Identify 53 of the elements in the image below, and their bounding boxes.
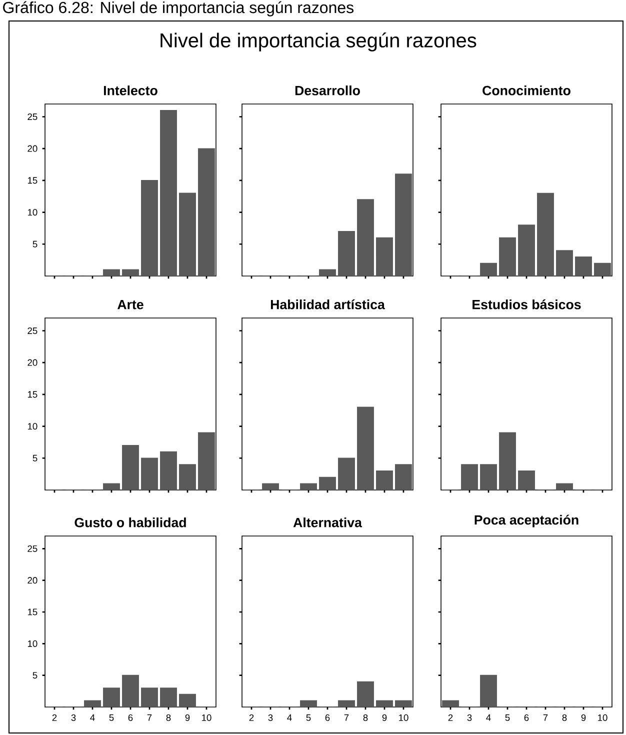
x-tick-label: 5: [109, 714, 114, 721]
x-tick-label: 3: [467, 714, 472, 721]
x-tick-label: 7: [147, 714, 152, 721]
x-tick-label: 9: [382, 714, 387, 721]
x-tick-label: 8: [166, 714, 171, 721]
x-tick-label: 2: [52, 714, 57, 721]
chart-title: Desarrollo: [295, 85, 360, 96]
x-tick-label: 6: [325, 714, 330, 721]
x-tick-label: 2: [249, 714, 254, 721]
x-tick-label: 4: [90, 714, 95, 721]
x-tick-label: 4: [486, 714, 491, 721]
chart-title: Gusto o habilidad: [74, 517, 186, 528]
text: Gráfico 6.28: Nivel de importancia según razones: [3, 1, 354, 16]
y-tick-label: 25: [28, 545, 38, 552]
chart-title: Intelecto: [104, 85, 158, 96]
x-tick-label: 10: [202, 714, 212, 721]
x-tick-label: 5: [306, 714, 311, 721]
y-tick-label: 10: [28, 209, 38, 216]
y-tick-label: 20: [28, 577, 38, 584]
x-tick-label: 3: [71, 714, 76, 721]
x-tick-label: 3: [268, 714, 273, 721]
x-tick-label: 10: [598, 714, 608, 721]
y-tick-label: 25: [28, 327, 38, 334]
x-tick-label: 9: [581, 714, 586, 721]
x-tick-label: 2: [448, 714, 453, 721]
y-tick-label: 10: [28, 423, 38, 430]
y-tick-label: 10: [28, 640, 38, 647]
y-tick-label: 20: [28, 145, 38, 152]
x-tick-label: 8: [562, 714, 567, 721]
y-tick-label: 5: [32, 672, 38, 679]
chart-title: Poca aceptación: [474, 514, 578, 528]
chart-title: Habilidad artística: [270, 299, 385, 310]
x-tick-label: 6: [524, 714, 529, 721]
y-tick-label: 25: [28, 113, 38, 120]
y-tick-label: 5: [32, 240, 38, 248]
x-tick-label: 6: [128, 714, 133, 721]
y-tick-label: 15: [28, 177, 38, 184]
y-tick-label: 15: [28, 391, 38, 398]
x-tick-label: 7: [543, 714, 548, 721]
chart-title: Conocimiento: [482, 85, 570, 96]
x-tick-label: 8: [363, 714, 368, 721]
chart-title: Alternativa: [293, 517, 362, 528]
text: Nivel de importancia según razones: [160, 32, 476, 52]
chart-title: Arte: [117, 300, 144, 310]
x-tick-label: 9: [185, 714, 190, 721]
y-tick-label: 20: [28, 359, 38, 366]
chart-title: Estudios básicos: [472, 299, 581, 310]
x-tick-label: 4: [287, 714, 292, 721]
x-tick-label: 7: [344, 714, 349, 721]
y-tick-label: 5: [32, 454, 38, 462]
y-tick-label: 15: [28, 608, 38, 616]
x-tick-label: 10: [399, 714, 408, 721]
x-tick-label: 5: [505, 714, 510, 721]
